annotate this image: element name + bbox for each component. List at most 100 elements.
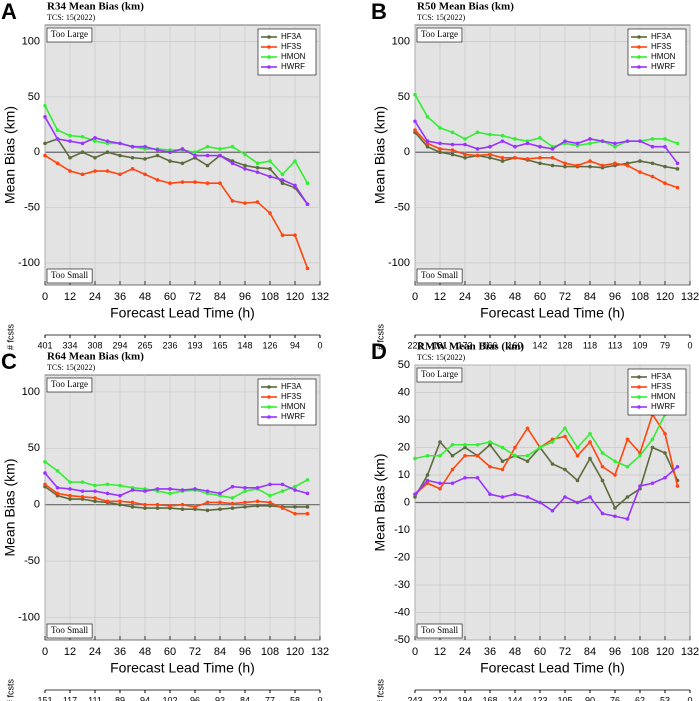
point (118, 499, 122, 504)
annotation: Too Small (51, 270, 89, 280)
point (218, 507, 222, 511)
series-line (414, 440, 679, 510)
point (475, 130, 480, 135)
fcst-count: 194 (457, 695, 472, 701)
x-tick-label: 72 (189, 646, 201, 658)
x-tick-label: 0 (42, 291, 48, 303)
panel-letter: B (371, 0, 387, 24)
point (463, 442, 467, 447)
point (513, 144, 517, 149)
legend-label: HF3A (281, 382, 302, 391)
point (168, 159, 172, 163)
annotation: Too Large (51, 379, 88, 389)
point (638, 484, 642, 488)
point (68, 487, 72, 491)
x-tick-label: 12 (64, 646, 76, 658)
x-tick-label: 48 (509, 646, 521, 658)
legend-marker (267, 35, 271, 39)
point (500, 139, 505, 143)
point (118, 172, 122, 177)
point (80, 172, 85, 177)
point (450, 467, 455, 472)
point (563, 434, 567, 439)
point (230, 199, 235, 203)
x-tick-label: 84 (584, 291, 596, 303)
point (613, 161, 617, 166)
point (180, 502, 185, 507)
x-tick-label: 84 (214, 291, 226, 303)
fcst-count: 265 (137, 340, 152, 350)
legend-label: HMON (281, 402, 306, 411)
fcst-count: 102 (162, 695, 177, 701)
point (93, 499, 97, 504)
point (588, 164, 592, 169)
chart-subtitle: TCS: 15(2022) (417, 13, 466, 22)
point (488, 464, 492, 469)
fcst-count: 243 (407, 695, 422, 701)
y-tick-label: 100 (22, 386, 40, 398)
annotation: Too Small (421, 625, 459, 635)
point (280, 506, 285, 510)
y-tick-label: -50 (24, 201, 40, 213)
x-tick-label: 60 (164, 291, 176, 303)
x-tick-label: 72 (189, 291, 201, 303)
point (438, 453, 442, 458)
point (255, 170, 260, 174)
point (168, 487, 172, 491)
point (425, 453, 430, 458)
point (613, 144, 617, 149)
point (268, 500, 272, 505)
point (205, 153, 210, 158)
point (130, 155, 135, 160)
fcst-count: 148 (237, 340, 252, 350)
point (625, 495, 630, 499)
point (143, 502, 147, 507)
x-tick-label: 132 (311, 646, 329, 658)
point (588, 495, 592, 499)
fcst-count: 294 (112, 340, 127, 350)
x-tick-label: 84 (214, 646, 226, 658)
annotation-box (46, 377, 93, 393)
series-line (414, 386, 679, 468)
point (93, 496, 97, 500)
y-tick-label: 50 (398, 359, 410, 371)
point (600, 511, 605, 516)
fcst-count: 172 (457, 340, 472, 350)
point (588, 456, 592, 461)
point (155, 178, 160, 182)
fcst-count: 126 (262, 340, 277, 350)
x-tick-label: 96 (609, 291, 621, 303)
point (413, 128, 417, 132)
point (93, 169, 97, 173)
point (68, 133, 72, 138)
y-tick-label: 0 (404, 146, 410, 158)
x-tick-label: 36 (484, 291, 496, 303)
point (413, 119, 417, 124)
point (550, 440, 555, 444)
point (243, 163, 247, 168)
point (168, 504, 172, 508)
point (675, 484, 680, 488)
point (230, 144, 235, 149)
point (425, 473, 430, 477)
fcst-count: 0 (317, 695, 322, 701)
point (600, 139, 605, 143)
series-line (414, 129, 678, 189)
panel-letter: C (1, 349, 17, 374)
point (450, 142, 455, 147)
counts-label: # fcsts (375, 679, 385, 701)
point (93, 136, 97, 140)
point (243, 201, 247, 205)
point (463, 152, 467, 157)
point (513, 137, 517, 141)
fcst-count: 96 (190, 695, 200, 701)
point (293, 488, 297, 492)
y-tick-label: -100 (18, 611, 40, 623)
x-tick-label: 108 (631, 291, 649, 303)
point (463, 142, 467, 147)
point (625, 163, 630, 168)
fcst-count: 118 (583, 340, 597, 350)
point (475, 453, 480, 458)
y-tick-label: -50 (24, 555, 40, 567)
